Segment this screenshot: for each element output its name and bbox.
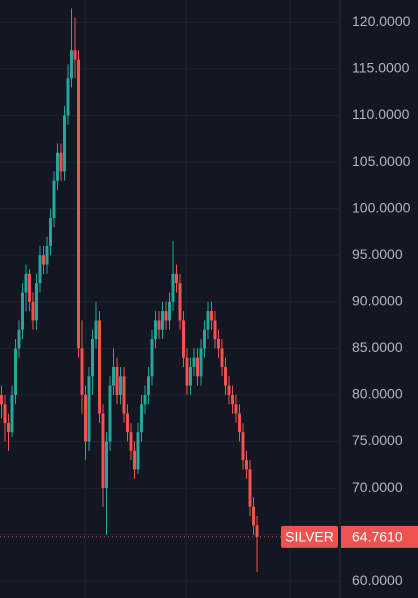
- candle-body: [119, 376, 122, 395]
- candle-body: [168, 301, 171, 321]
- candle-body: [238, 413, 241, 433]
- candle-body: [14, 348, 17, 395]
- candle-body: [73, 50, 77, 60]
- candle-body: [38, 255, 42, 284]
- candle-body: [185, 357, 189, 386]
- last-price-box: [341, 525, 418, 548]
- candle-body: [154, 320, 157, 340]
- candle-body: [42, 255, 45, 265]
- grid: [84, 0, 291, 598]
- candle-body: [192, 357, 196, 367]
- y-tick-label: 70.0000: [352, 479, 403, 495]
- candle-body: [24, 273, 28, 293]
- candle-body: [231, 394, 234, 405]
- candle-body: [3, 404, 7, 423]
- y-tick-label: 85.0000: [352, 339, 403, 355]
- candle-body: [241, 432, 245, 461]
- candle-body: [28, 273, 31, 302]
- candle-body: [115, 366, 119, 395]
- candle-body: [52, 180, 56, 218]
- candle-body: [0, 394, 3, 405]
- y-tick-label: 120.0000: [352, 13, 411, 29]
- candle-body: [49, 217, 52, 246]
- candle-body: [56, 152, 59, 181]
- candle-body: [248, 469, 252, 507]
- candle-body: [129, 432, 133, 451]
- candle-body: [45, 245, 49, 265]
- y-tick-label: 100.0000: [352, 199, 411, 215]
- candle-body: [182, 320, 185, 358]
- candle-body: [136, 432, 140, 470]
- candle-body: [150, 339, 154, 377]
- y-tick-label: 110.0000: [352, 106, 410, 122]
- candle-body: [178, 283, 182, 321]
- y-tick-label: 60.0000: [352, 572, 403, 588]
- candle-body: [35, 283, 38, 321]
- y-tick-label: 105.0000: [352, 153, 411, 169]
- last-price-name-box: [281, 525, 338, 548]
- candle-body: [147, 376, 150, 395]
- candle-body: [59, 152, 63, 172]
- candle-body: [122, 376, 126, 414]
- candle-body: [220, 348, 224, 367]
- y-tick-label: 80.0000: [352, 386, 403, 402]
- last-price-label: 64.7610: [352, 529, 403, 545]
- candle-body: [213, 320, 217, 340]
- last-price-name: SILVER: [285, 529, 334, 545]
- candle-body: [227, 385, 231, 395]
- candle-body: [189, 366, 192, 386]
- candle-body: [199, 348, 203, 377]
- candle-body: [217, 339, 220, 349]
- candle-body: [206, 311, 210, 330]
- candle-body: [91, 339, 94, 377]
- candle-body: [87, 376, 91, 442]
- candle-body: [143, 394, 147, 405]
- candle-body: [66, 78, 70, 116]
- y-tick-label: 90.0000: [352, 292, 403, 308]
- candle-body: [84, 394, 87, 442]
- candle-body: [224, 366, 227, 386]
- candle-body: [252, 506, 255, 526]
- candle-body: [77, 59, 80, 349]
- candle-body: [112, 366, 115, 386]
- y-tick-label: 75.0000: [352, 432, 403, 448]
- y-tick-label: 95.0000: [352, 246, 403, 262]
- candle-body: [175, 273, 178, 284]
- candle-body: [10, 394, 14, 433]
- candle-body: [157, 320, 161, 330]
- candle-body: [234, 404, 238, 414]
- candle-body: [161, 311, 164, 330]
- y-tick-label: 115.0000: [352, 60, 410, 76]
- candle-body: [31, 301, 35, 321]
- candle-body: [94, 320, 98, 340]
- candle-body: [105, 441, 108, 489]
- candle-body: [126, 413, 129, 433]
- candle-body: [203, 329, 206, 349]
- candle-body: [164, 311, 168, 321]
- candle-body: [70, 50, 73, 79]
- candle-body: [7, 422, 10, 433]
- candle-body: [21, 292, 24, 330]
- candle-body: [63, 115, 66, 172]
- candle-body: [140, 404, 143, 433]
- candle-body: [108, 385, 112, 442]
- candle-body: [255, 525, 259, 537]
- candle-body: [210, 311, 213, 321]
- candle-body: [245, 460, 248, 470]
- candle-body: [17, 329, 21, 349]
- candle-body: [133, 450, 136, 470]
- candle-body: [80, 348, 84, 395]
- candle-body: [98, 320, 101, 414]
- candle-body: [196, 357, 199, 377]
- candle-body: [101, 413, 105, 489]
- candle-body: [171, 273, 175, 302]
